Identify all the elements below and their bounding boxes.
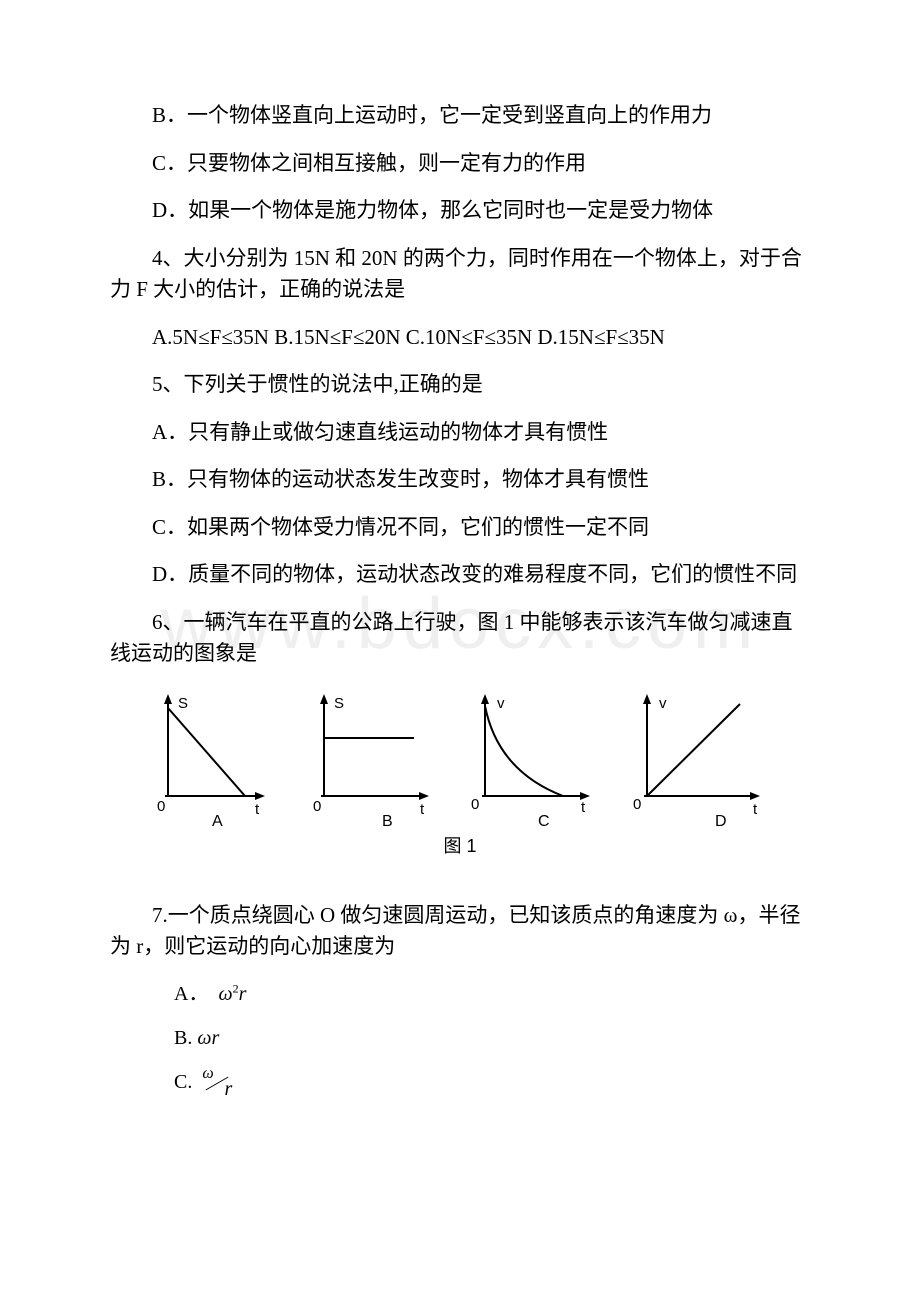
chart-c-origin: 0 bbox=[471, 796, 479, 813]
chart-c-xlabel: t bbox=[581, 799, 586, 816]
q7-a-prefix: A． bbox=[174, 983, 208, 1005]
q7-c-den: r bbox=[225, 1074, 233, 1104]
figure-1-caption: 图 1 bbox=[110, 833, 810, 860]
q4-stem: 4、大小分别为 15N 和 20N 的两个力，同时作用在一个物体上，对于合力 F… bbox=[110, 243, 810, 306]
q5-option-d: D．质量不同的物体，运动状态改变的难易程度不同，它们的惯性不同 bbox=[110, 559, 810, 591]
q3-option-c: C．只要物体之间相互接触，则一定有力的作用 bbox=[110, 148, 810, 180]
q7-b-formula: ωr bbox=[197, 1027, 219, 1049]
chart-c-letter: C bbox=[538, 813, 550, 830]
chart-b-ylabel: S bbox=[334, 695, 344, 712]
chart-a-letter: A bbox=[212, 813, 223, 830]
chart-b-xlabel: t bbox=[420, 801, 425, 818]
chart-d-letter: D bbox=[715, 813, 727, 830]
chart-d-xlabel: t bbox=[753, 801, 758, 818]
q5-option-c: C．如果两个物体受力情况不同，它们的惯性一定不同 bbox=[110, 512, 810, 544]
chart-b: S 0 t B bbox=[302, 686, 457, 831]
q7-stem: 7.一个质点绕圆心 O 做匀速圆周运动，已知该质点的角速度为 ω，半径为 r，则… bbox=[110, 900, 810, 963]
q3-option-b: B．一个物体竖直向上运动时，它一定受到竖直向上的作用力 bbox=[110, 100, 810, 132]
chart-d: v 0 t D bbox=[625, 686, 780, 831]
chart-b-letter: B bbox=[382, 813, 393, 830]
chart-b-origin: 0 bbox=[313, 798, 321, 815]
chart-c: v 0 t C bbox=[463, 686, 618, 831]
q7-option-b: B. ωr bbox=[174, 1023, 810, 1053]
chart-a-ylabel: S bbox=[178, 695, 188, 712]
q7-a-tail: r bbox=[239, 983, 247, 1005]
q5-option-b: B．只有物体的运动状态发生改变时，物体才具有惯性 bbox=[110, 464, 810, 496]
q7-option-a: A． ω2r bbox=[174, 979, 810, 1009]
q7-a-base: ω bbox=[218, 983, 232, 1005]
q3-option-d: D．如果一个物体是施力物体，那么它同时也一定是受力物体 bbox=[110, 195, 810, 227]
chart-c-ylabel: v bbox=[497, 695, 505, 712]
chart-a-xlabel: t bbox=[255, 801, 260, 818]
q5-stem: 5、下列关于惯性的说法中,正确的是 bbox=[110, 369, 810, 401]
chart-a-origin: 0 bbox=[157, 798, 165, 815]
chart-d-origin: 0 bbox=[633, 796, 641, 813]
fraction-icon: ω r bbox=[202, 1068, 232, 1098]
q7-c-prefix: C. bbox=[174, 1071, 192, 1093]
q7-c-num: ω bbox=[202, 1062, 213, 1086]
page-content: B．一个物体竖直向上运动时，它一定受到竖直向上的作用力 C．只要物体之间相互接触… bbox=[110, 100, 810, 1098]
q5-option-a: A．只有静止或做匀速直线运动的物体才具有惯性 bbox=[110, 417, 810, 449]
q4-options: A.5N≤F≤35N B.15N≤F≤20N C.10N≤F≤35N D.15N… bbox=[110, 322, 810, 354]
q7-b-prefix: B. bbox=[174, 1027, 192, 1049]
figure-1-charts: S 0 t A S 0 t B v 0 t C bbox=[140, 686, 780, 831]
q6-stem: 6、一辆汽车在平直的公路上行驶，图 1 中能够表示该汽车做匀减速直线运动的图象是 bbox=[110, 607, 810, 670]
q7-option-c: C. ω r bbox=[174, 1067, 810, 1098]
chart-a: S 0 t A bbox=[140, 686, 295, 831]
chart-d-ylabel: v bbox=[659, 695, 667, 712]
